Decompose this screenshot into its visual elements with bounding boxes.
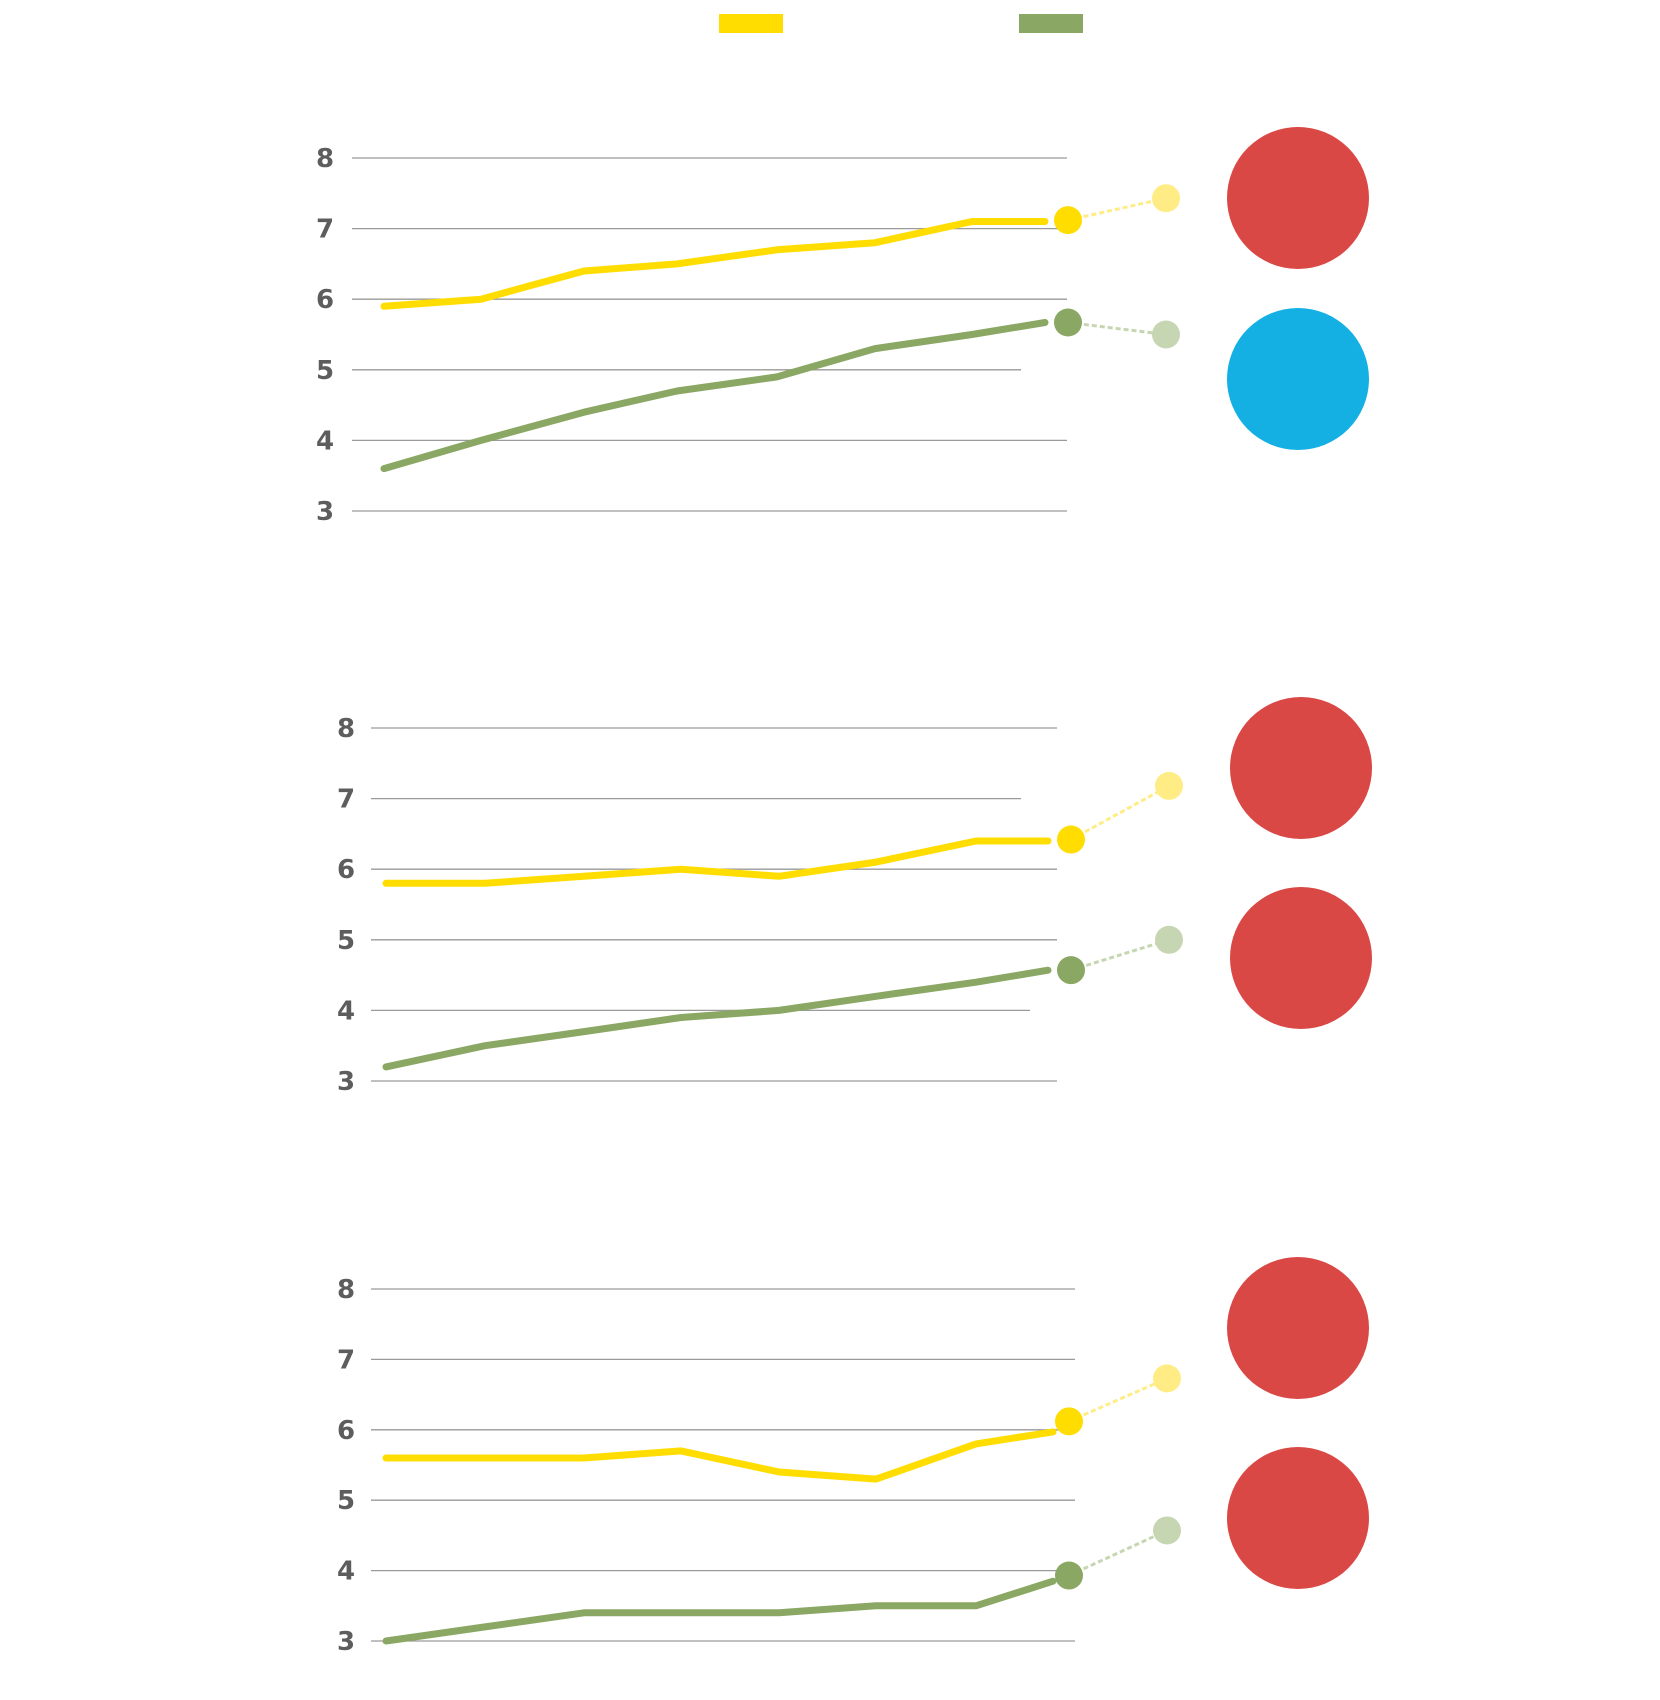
- series-line-series_b: [382, 966, 1052, 1071]
- y-tick-label: 8: [337, 714, 355, 744]
- status-bubble-red: [1227, 1257, 1369, 1399]
- endpoint-dot-series_a: [1057, 825, 1085, 854]
- endpoint-dot-series_b: [1055, 1561, 1083, 1590]
- y-tick-label: 4: [337, 996, 355, 1026]
- projection-connector-series_b: [1068, 1529, 1168, 1577]
- projection-connector-series_b: [1070, 938, 1170, 972]
- projection-dot-series_b: [1152, 320, 1180, 349]
- endpoint-dot-series_b: [1057, 956, 1085, 985]
- y-tick-label: 4: [316, 426, 334, 456]
- status-bubble-red: [1227, 1447, 1369, 1589]
- y-tick-label: 5: [337, 926, 355, 956]
- y-tick-label: 8: [316, 144, 334, 174]
- series-line-series_b: [380, 319, 1049, 473]
- y-tick-label: 6: [337, 855, 355, 885]
- series-line-series_a: [382, 1428, 1057, 1483]
- endpoint-dot-series_a: [1055, 1407, 1083, 1436]
- y-tick-label: 6: [316, 285, 334, 315]
- y-tick-label: 7: [337, 1345, 355, 1375]
- y-tick-label: 5: [316, 356, 334, 386]
- legend-swatch-b: [1019, 14, 1083, 33]
- status-bubble-red: [1230, 697, 1372, 839]
- chart-panel-2: 8 7 6 5 4 3: [337, 697, 1372, 1097]
- endpoint-dot-series_a: [1054, 206, 1082, 235]
- y-tick-label: 3: [337, 1627, 355, 1657]
- projection-connector-series_a: [1068, 1377, 1168, 1423]
- legend-swatch-a: [719, 14, 783, 33]
- projection-dot-series_b: [1153, 1516, 1181, 1545]
- y-tick-label: 6: [337, 1416, 355, 1446]
- status-bubble-blue: [1227, 308, 1369, 450]
- projection-connector-series_b: [1067, 321, 1167, 336]
- projection-dot-series_a: [1155, 771, 1183, 800]
- status-bubble-red: [1230, 887, 1372, 1029]
- series-line-series_a: [382, 837, 1052, 887]
- status-bubble-red: [1227, 127, 1369, 269]
- y-tick-label: 5: [337, 1486, 355, 1516]
- y-tick-label: 8: [337, 1275, 355, 1305]
- chart-panel-3: 8 7 6 5 4 3: [337, 1257, 1369, 1657]
- y-tick-label: 7: [316, 215, 334, 245]
- projection-dot-series_b: [1155, 925, 1183, 954]
- projection-dot-series_a: [1152, 184, 1180, 213]
- series-line-series_a: [380, 218, 1049, 310]
- y-tick-label: 3: [316, 497, 334, 527]
- endpoint-dot-series_b: [1054, 308, 1082, 337]
- series-line-series_b: [382, 1577, 1057, 1645]
- projection-dot-series_a: [1153, 1364, 1181, 1393]
- y-tick-label: 7: [337, 785, 355, 815]
- projection-connector-series_a: [1067, 196, 1167, 222]
- chart-panel-1: 8 7 6 5 4 3: [316, 127, 1369, 527]
- projection-connector-series_a: [1070, 784, 1170, 841]
- y-tick-label: 3: [337, 1067, 355, 1097]
- y-tick-label: 4: [337, 1557, 355, 1587]
